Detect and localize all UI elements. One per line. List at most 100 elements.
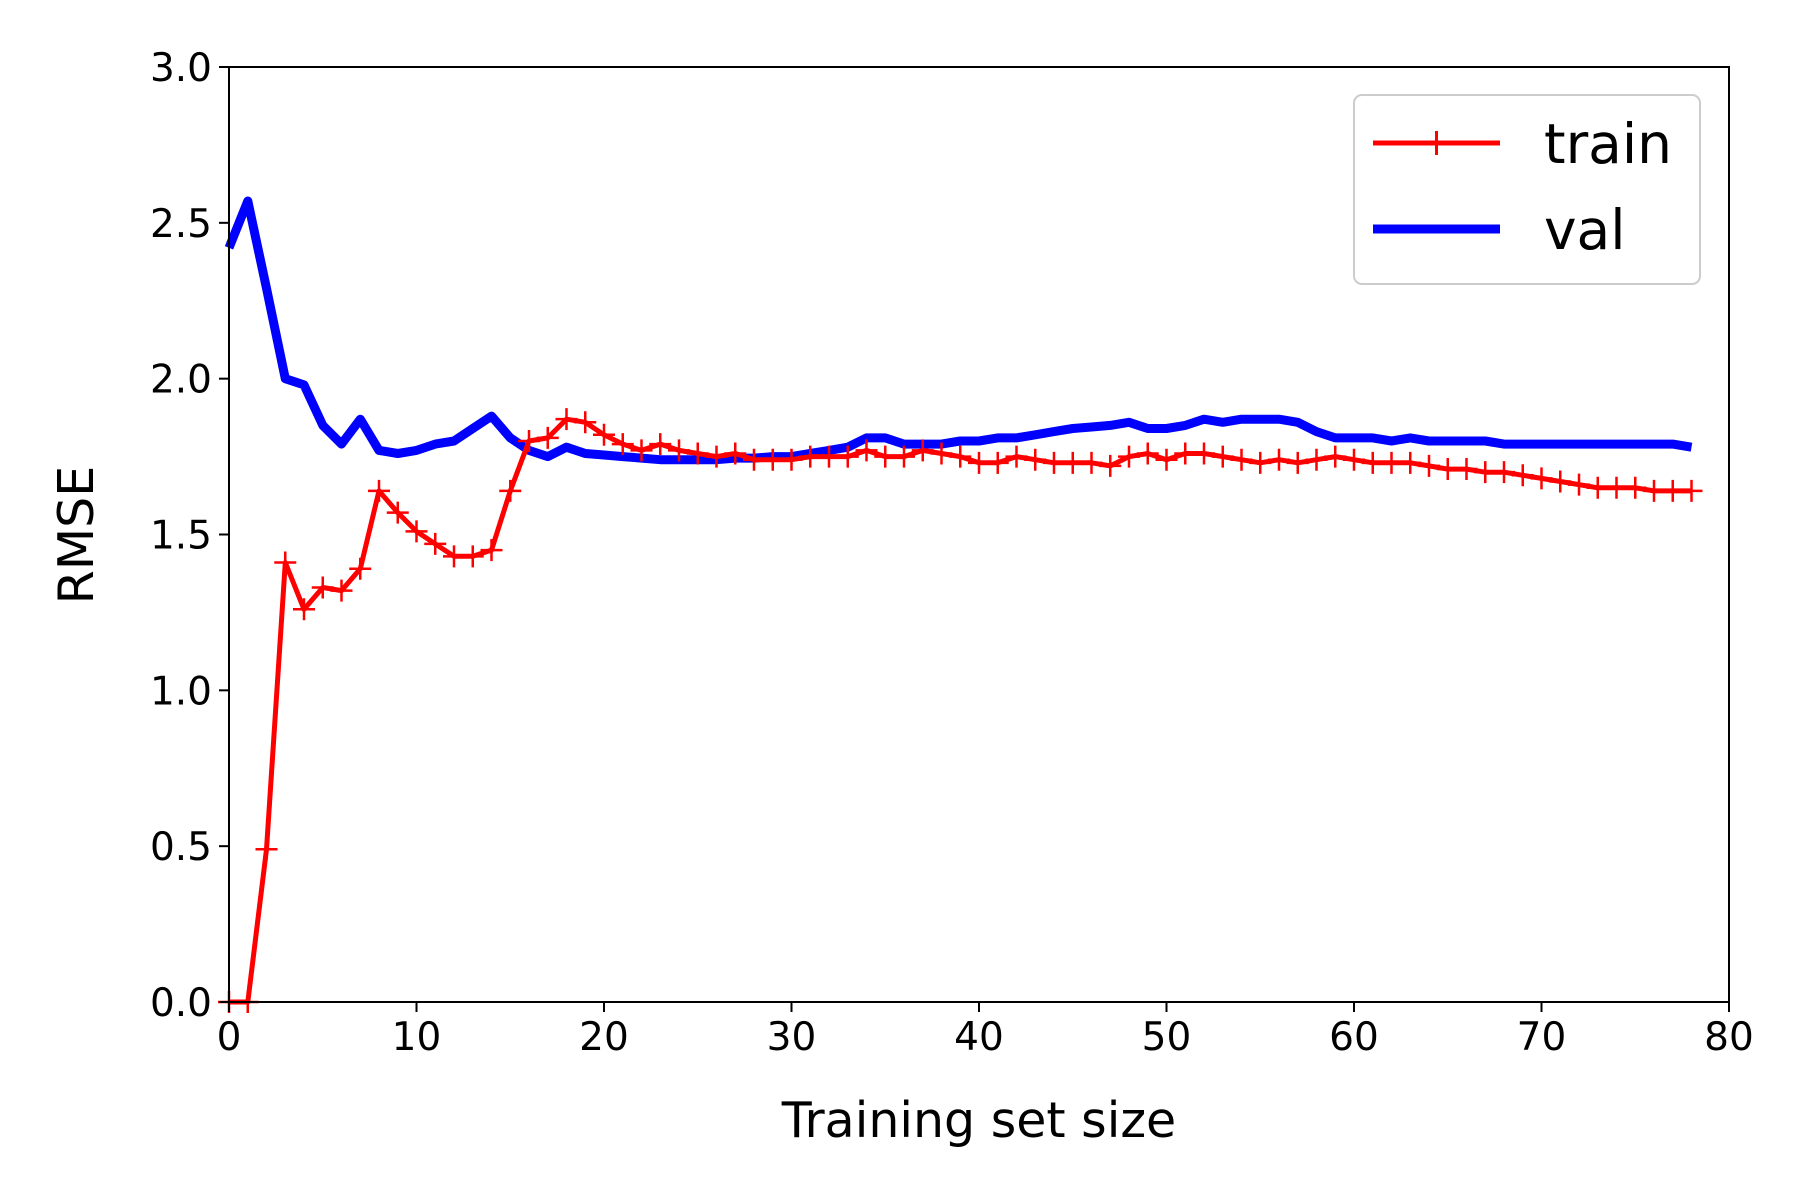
data-point-train [1286, 451, 1309, 474]
data-point-train [930, 442, 953, 465]
y-tick-label: 0.0 [150, 981, 212, 1026]
x-axis: 0 10 20 30 40 50 60 70 80 [217, 1002, 1754, 1060]
data-point-train [1455, 458, 1478, 481]
data-point-train [799, 445, 822, 468]
data-point-train [1005, 445, 1028, 468]
data-point-train [368, 479, 390, 502]
data-point-train [574, 411, 597, 434]
data-point-train [1661, 479, 1684, 502]
y-tick-label: 3.0 [150, 46, 212, 91]
series-train [218, 408, 1703, 1013]
data-point-train [630, 439, 653, 462]
series-line-val [224, 196, 1693, 465]
data-point-train [724, 442, 747, 465]
data-point-train [1268, 448, 1290, 471]
data-point-train [555, 408, 578, 431]
y-tick-label: 1.0 [150, 669, 212, 714]
data-point-train [1024, 448, 1047, 471]
y-tick-label: 2.5 [150, 202, 212, 247]
y-tick-label: 1.5 [150, 514, 212, 559]
data-point-train [1605, 476, 1628, 499]
x-tick-label: 20 [579, 1015, 629, 1060]
data-point-train [274, 551, 297, 574]
data-point-train [1624, 476, 1647, 499]
x-tick-label: 40 [954, 1015, 1004, 1060]
data-point-train [611, 433, 634, 456]
data-point-train [1549, 470, 1572, 493]
data-point-train [311, 576, 334, 599]
data-point-train [1080, 451, 1103, 474]
data-point-train [1643, 479, 1665, 502]
data-point-train [649, 433, 672, 456]
x-axis-title: Training set size [781, 1092, 1176, 1149]
data-point-train [1324, 445, 1347, 468]
data-point-train [1361, 451, 1384, 474]
data-point-train [1249, 451, 1272, 474]
data-point-train [1193, 442, 1215, 465]
data-point-train [1436, 458, 1459, 481]
data-point-train [349, 557, 372, 580]
data-point-train [893, 445, 915, 468]
x-tick-label: 10 [392, 1015, 442, 1060]
y-axis: 0.0 0.5 1.0 1.5 2.0 2.5 3.0 [150, 46, 229, 1026]
data-point-train [330, 579, 353, 602]
data-point-train [1230, 448, 1253, 471]
data-point-train [1399, 451, 1422, 474]
data-point-train [705, 445, 728, 468]
data-point-train [499, 479, 522, 502]
data-point-train [443, 545, 465, 568]
data-point-train [480, 539, 503, 562]
y-tick-label: 0.5 [150, 825, 212, 870]
data-point-train [1305, 448, 1328, 471]
data-point-train [405, 520, 428, 543]
data-point-train [1568, 473, 1590, 496]
data-point-train [536, 426, 559, 449]
data-point-train [593, 423, 615, 446]
data-point-train [424, 532, 447, 555]
data-point-train [1136, 442, 1159, 465]
x-tick-label: 80 [1704, 1015, 1754, 1060]
data-point-train [1211, 445, 1234, 468]
data-point-train [686, 442, 709, 465]
data-point-train [874, 445, 897, 468]
series-val [224, 196, 1693, 465]
x-tick-label: 50 [1142, 1015, 1192, 1060]
y-tick-label: 2.0 [150, 358, 212, 403]
data-point-train [1418, 454, 1440, 477]
data-point-train [1530, 467, 1553, 490]
data-point-train [780, 448, 803, 471]
data-point-train [1343, 448, 1365, 471]
x-tick-label: 60 [1329, 1015, 1379, 1060]
data-point-train [1174, 442, 1197, 465]
data-point-train [1043, 451, 1065, 474]
data-point-train [968, 451, 990, 474]
data-point-train [986, 451, 1009, 474]
data-point-train [836, 445, 859, 468]
legend: train val [1353, 94, 1701, 285]
legend-train-marker [1424, 131, 1449, 155]
data-point-train [855, 439, 878, 462]
data-point-train [668, 439, 690, 462]
legend-label-val: val [1544, 198, 1626, 262]
data-point-train [1474, 461, 1497, 484]
data-point-train [911, 439, 934, 462]
data-point-train [461, 545, 484, 568]
data-point-train [818, 445, 840, 468]
data-point-train [949, 445, 972, 468]
data-point-train [1155, 448, 1178, 471]
data-point-train [293, 598, 315, 621]
data-point-train [1586, 476, 1609, 499]
data-point-train [1061, 451, 1084, 474]
data-point-train [386, 501, 409, 524]
data-point-train [1099, 454, 1122, 477]
plot-area [218, 196, 1703, 1013]
data-point-train [761, 448, 784, 471]
x-tick-label: 0 [217, 1015, 242, 1060]
x-tick-label: 70 [1517, 1015, 1567, 1060]
data-point-train [1380, 451, 1403, 474]
data-point-train [518, 430, 540, 452]
data-point-train [743, 448, 765, 471]
data-point-train [1493, 461, 1515, 484]
data-point-train [1680, 479, 1703, 502]
